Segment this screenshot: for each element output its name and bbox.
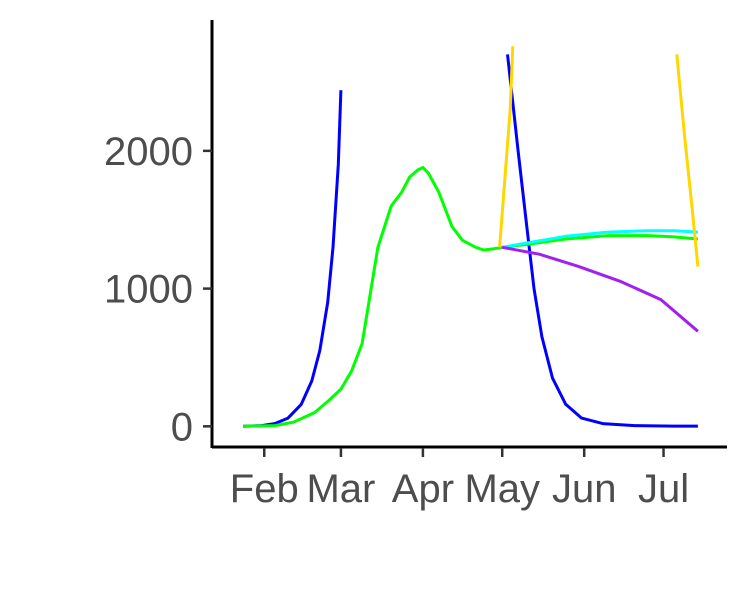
series-line-6 [498, 46, 515, 248]
y-tick-label-0: 0 [171, 405, 193, 449]
series-line-4 [501, 229, 698, 249]
axes [210, 20, 727, 449]
series-line-1 [243, 90, 343, 428]
x-tick-label-3: May [464, 467, 540, 511]
series-line-5 [501, 245, 699, 333]
x-tick-label-2: Apr [392, 467, 454, 511]
series-line-7 [675, 54, 700, 267]
y-tick-label-1: 1000 [104, 268, 193, 312]
x-tick-label-1: Mar [306, 467, 375, 511]
series-line-2 [506, 54, 698, 428]
series-layer [243, 46, 700, 428]
ticks: 0 1000 2000 Feb Mar Apr May Jun Jul [104, 130, 689, 511]
x-tick-label-0: Feb [230, 467, 299, 511]
x-tick-label-5: Jul [638, 467, 689, 511]
series-line-3 [243, 165, 699, 428]
x-tick-label-4: Jun [552, 467, 617, 511]
y-tick-label-2: 2000 [104, 130, 193, 174]
